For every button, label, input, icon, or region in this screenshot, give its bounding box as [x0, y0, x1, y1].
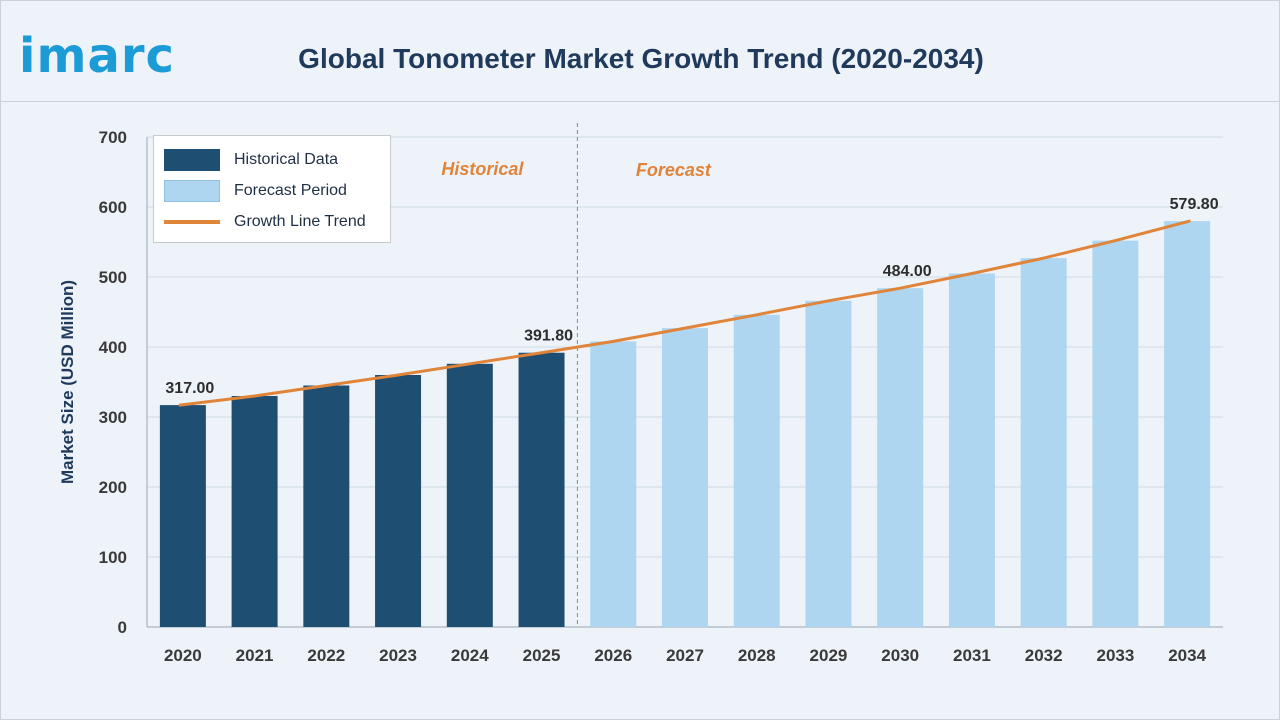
y-tick-label: 100 — [99, 548, 127, 567]
data-label: 484.00 — [883, 263, 932, 280]
x-tick-label: 2024 — [451, 646, 489, 665]
forecast-bar — [733, 314, 780, 627]
forecast-bar — [1164, 221, 1211, 627]
legend-label-forecast: Forecast Period — [234, 182, 347, 199]
y-tick-label: 600 — [99, 198, 127, 217]
x-tick-label: 2021 — [236, 646, 274, 665]
legend-line-growth — [164, 220, 220, 224]
legend: Historical Data Forecast Period Growth L… — [153, 135, 391, 243]
legend-swatch-forecast — [164, 180, 220, 202]
growth-trend-line — [178, 219, 1191, 407]
historical-annotation: Historical — [441, 159, 524, 179]
legend-item-growth-line: Growth Line Trend — [164, 210, 366, 234]
header-divider — [1, 101, 1279, 102]
forecast-bar — [1092, 240, 1139, 627]
historical-bar — [375, 375, 422, 627]
x-tick-label: 2032 — [1025, 646, 1063, 665]
historical-bar — [518, 352, 565, 627]
x-tick-label: 2030 — [881, 646, 919, 665]
x-tick-label: 2022 — [307, 646, 345, 665]
x-tick-label: 2029 — [810, 646, 848, 665]
y-tick-label: 400 — [99, 338, 127, 357]
legend-item-historical: Historical Data — [164, 148, 338, 172]
x-tick-label: 2020 — [164, 646, 202, 665]
historical-bar — [303, 385, 350, 627]
forecast-annotation: Forecast — [636, 160, 712, 180]
header: imarc Global Tonometer Market Growth Tre… — [1, 1, 1279, 101]
x-tick-label: 2025 — [523, 646, 561, 665]
imarc-logo: imarc — [19, 28, 175, 84]
historical-bar — [446, 363, 493, 627]
legend-label-historical: Historical Data — [234, 151, 339, 168]
forecast-bar — [662, 328, 708, 627]
x-tick-label: 2033 — [1096, 646, 1134, 665]
y-tick-label: 200 — [99, 478, 127, 497]
forecast-bar — [590, 341, 637, 627]
historical-bar — [231, 396, 278, 627]
historical-bar — [159, 405, 206, 627]
x-tick-label: 2034 — [1168, 646, 1206, 665]
legend-item-forecast: Forecast Period — [164, 179, 347, 203]
x-tick-label: 2031 — [953, 646, 991, 665]
x-tick-label: 2028 — [738, 646, 776, 665]
x-tick-label: 2023 — [379, 646, 417, 665]
y-tick-label: 700 — [99, 128, 127, 147]
chart-title: Global Tonometer Market Growth Trend (20… — [298, 43, 984, 74]
y-tick-label: 0 — [118, 618, 127, 637]
y-tick-label: 300 — [99, 408, 127, 427]
legend-label-growth: Growth Line Trend — [234, 213, 366, 230]
x-tick-label: 2026 — [594, 646, 632, 665]
forecast-bar — [805, 300, 852, 627]
forecast-bar — [1020, 258, 1067, 627]
data-label: 317.00 — [165, 380, 214, 397]
legend-swatch-historical — [164, 149, 220, 171]
x-tick-label: 2027 — [666, 646, 704, 665]
forecast-bar — [877, 288, 924, 627]
forecast-bar — [948, 273, 995, 627]
data-label: 579.80 — [1170, 196, 1219, 213]
y-tick-label: 500 — [99, 268, 127, 287]
data-label: 391.80 — [524, 328, 573, 345]
y-axis-label: Market Size (USD Million) — [58, 280, 77, 484]
